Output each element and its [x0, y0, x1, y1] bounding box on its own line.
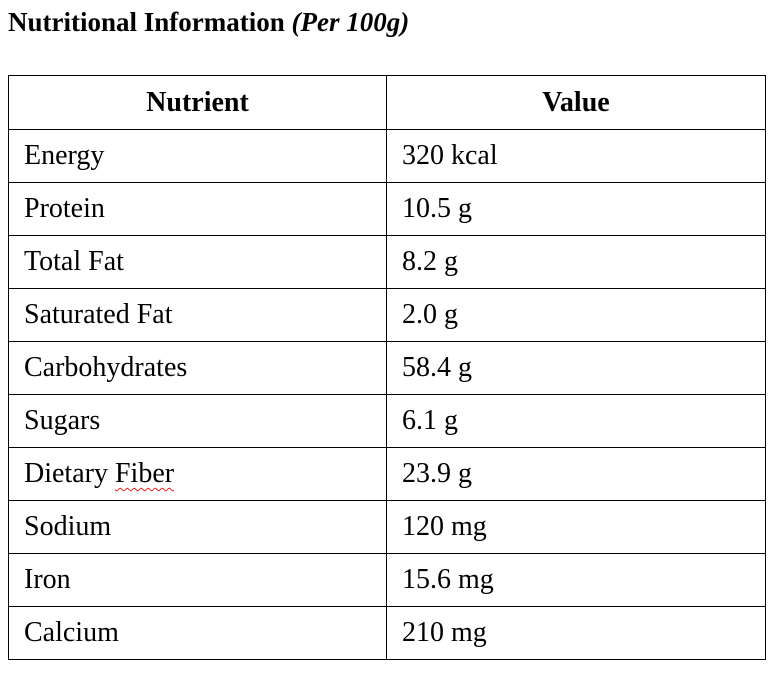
title-main: Nutritional Information	[8, 7, 285, 37]
nutrient-value: 210 mg	[386, 606, 766, 660]
nutrient-name: Energy	[8, 129, 387, 183]
nutrient-value: 6.1 g	[386, 394, 766, 448]
nutrient-name: Iron	[8, 553, 387, 607]
nutrient-value: 320 kcal	[386, 129, 766, 183]
title-subtitle: (Per 100g)	[291, 7, 410, 37]
table-row: Calcium 210 mg	[8, 606, 766, 660]
nutrient-name: Carbohydrates	[8, 341, 387, 395]
table-row: Sodium 120 mg	[8, 500, 766, 554]
table-header-row: Nutrient Value	[8, 75, 766, 130]
nutrient-name: Dietary Fiber	[8, 447, 387, 501]
nutrition-table: Nutrient Value Energy 320 kcal Protein 1…	[8, 75, 766, 660]
header-nutrient: Nutrient	[8, 75, 387, 130]
nutrient-name: Sugars	[8, 394, 387, 448]
nutrient-value: 23.9 g	[386, 447, 766, 501]
nutrient-value: 15.6 mg	[386, 553, 766, 607]
nutrient-name: Protein	[8, 182, 387, 236]
table-row: Total Fat 8.2 g	[8, 235, 766, 289]
nutrient-value: 8.2 g	[386, 235, 766, 289]
table-row: Protein 10.5 g	[8, 182, 766, 236]
nutrient-name: Saturated Fat	[8, 288, 387, 342]
spellcheck-flagged-word[interactable]: Fiber	[114, 458, 175, 489]
table-row: Carbohydrates 58.4 g	[8, 341, 766, 395]
document-title: Nutritional Information (Per 100g)	[8, 4, 409, 40]
nutrient-value: 58.4 g	[386, 341, 766, 395]
nutrient-name: Total Fat	[8, 235, 387, 289]
table-row: Iron 15.6 mg	[8, 553, 766, 607]
header-value: Value	[386, 75, 766, 130]
table-row: Sugars 6.1 g	[8, 394, 766, 448]
nutrient-name: Calcium	[8, 606, 387, 660]
table-row: Dietary Fiber 23.9 g	[8, 447, 766, 501]
nutrient-name-word: Dietary	[24, 458, 108, 489]
nutrient-value: 2.0 g	[386, 288, 766, 342]
nutrient-value: 10.5 g	[386, 182, 766, 236]
nutrient-value: 120 mg	[386, 500, 766, 554]
table-row: Energy 320 kcal	[8, 129, 766, 183]
nutrient-name: Sodium	[8, 500, 387, 554]
table-row: Saturated Fat 2.0 g	[8, 288, 766, 342]
